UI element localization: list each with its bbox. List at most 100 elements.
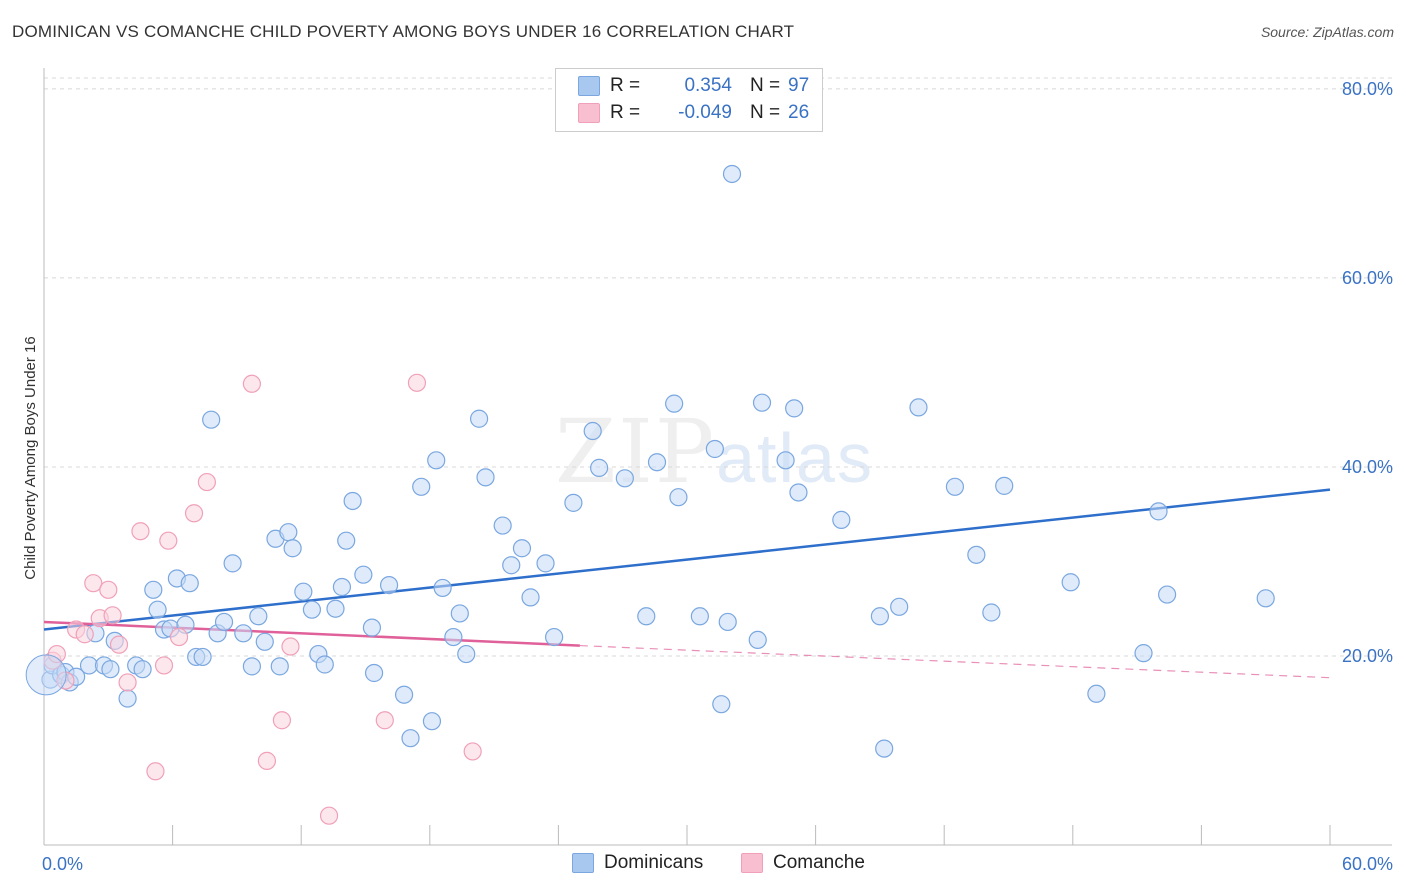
y-axis-label: Child Poverty Among Boys Under 16 xyxy=(22,336,39,579)
tick-labels: 20.0% 40.0% 60.0% 80.0% 0.0% 60.0% xyxy=(42,79,1393,874)
dominicans-point xyxy=(690,607,709,626)
comanche-point xyxy=(159,531,178,550)
dominicans-point xyxy=(1149,502,1168,521)
dominicans-point xyxy=(427,451,446,470)
y-tick-label: 20.0% xyxy=(1342,646,1393,666)
comanche-point xyxy=(242,374,262,393)
legend-swatch-comanche xyxy=(578,103,600,123)
dominicans-point xyxy=(890,597,909,616)
comanche-point xyxy=(146,762,165,781)
dominicans-point xyxy=(332,577,352,597)
dominicans-point xyxy=(752,393,772,412)
comanche-point xyxy=(154,656,174,675)
watermark: ZIPatlas xyxy=(555,400,874,503)
x-tick-label: 0.0% xyxy=(42,854,83,874)
dominicans-point xyxy=(748,630,767,650)
dominicans-point xyxy=(148,600,167,619)
dominicans-point xyxy=(180,574,199,593)
dominicans-point xyxy=(665,394,684,413)
dominicans-point xyxy=(590,458,609,477)
dominicans-point xyxy=(223,554,242,573)
comanche-point xyxy=(75,625,94,644)
dominicans-point xyxy=(945,477,965,496)
comanche-point xyxy=(103,606,122,625)
dominicans-point xyxy=(354,565,373,584)
dominicans-point xyxy=(144,580,163,599)
legend: R = 0.354 N = 97 R = -0.049 N = 26 xyxy=(555,68,823,132)
comanche-trend-line xyxy=(43,620,580,647)
dominicans-point xyxy=(364,663,384,683)
series-legend-dominicans: Dominicans xyxy=(572,852,703,874)
dominicans-point xyxy=(101,660,120,679)
dominicans-point xyxy=(394,685,414,704)
dominicans-point xyxy=(564,493,583,512)
dominicans-point xyxy=(255,632,274,651)
dominicans-point xyxy=(270,657,289,676)
dominicans-point xyxy=(875,739,894,758)
comanche-point xyxy=(109,635,129,654)
dominicans-point xyxy=(1158,585,1177,604)
series-swatch-dominicans xyxy=(572,853,594,873)
dominicans-point xyxy=(583,421,602,441)
comanche-point xyxy=(281,637,300,656)
dominicans-point xyxy=(379,575,399,595)
series-name: Comanche xyxy=(773,852,865,873)
comanche-point xyxy=(197,472,216,492)
series-legend: Dominicans Comanche xyxy=(0,852,1406,878)
dominicans-point xyxy=(337,531,356,550)
dominicans-point xyxy=(785,399,804,418)
watermark-zip: ZIP xyxy=(555,400,717,503)
dominicans-trend-line xyxy=(43,488,1331,631)
dominicans-point xyxy=(493,516,512,535)
dominicans-point xyxy=(343,491,362,511)
chart-source: Source: ZipAtlas.com xyxy=(1260,24,1394,40)
legend-n-label: N = xyxy=(750,75,781,96)
dominicans-point xyxy=(615,469,634,488)
grid-lines xyxy=(44,77,1392,657)
legend-row-comanche: R = -0.049 N = 26 xyxy=(578,101,809,125)
dominicans-point xyxy=(433,578,452,598)
dominicans-point xyxy=(789,483,808,502)
dominicans-point xyxy=(1087,684,1106,703)
dominicans-point xyxy=(214,612,234,632)
y-tick-label: 60.0% xyxy=(1342,268,1393,288)
axes xyxy=(43,68,1392,846)
dominicans-point xyxy=(234,624,253,643)
legend-r-value: 0.354 xyxy=(684,75,732,96)
legend-r-label: R = xyxy=(610,102,641,123)
dominicans-point xyxy=(422,712,442,731)
dominicans-point xyxy=(521,588,540,607)
dominicans-point xyxy=(1256,589,1275,608)
dominicans-point xyxy=(476,468,495,487)
dominicans-point xyxy=(982,603,1001,622)
comanche-point xyxy=(272,711,292,730)
legend-r-label: R = xyxy=(610,75,641,96)
legend-r-value: -0.049 xyxy=(678,102,732,123)
dominicans-point xyxy=(302,600,322,619)
trend-lines xyxy=(43,488,1331,679)
dominicans-point xyxy=(669,488,688,507)
comanche-point xyxy=(407,373,427,392)
comanche-point xyxy=(99,580,118,599)
dominicans-point xyxy=(512,539,532,558)
dominicans-point xyxy=(1061,573,1080,592)
dominicans-point xyxy=(401,729,420,748)
dominicans-point xyxy=(536,554,555,573)
dominicans-point xyxy=(242,657,262,676)
dominicans-point xyxy=(202,410,221,429)
dominicans-point xyxy=(832,510,851,529)
dominicans-point xyxy=(647,453,667,472)
dominicans-point xyxy=(469,409,489,428)
y-tick-label: 80.0% xyxy=(1342,79,1393,99)
dominicans-point xyxy=(712,695,731,714)
dominicans-point xyxy=(326,599,345,618)
legend-n-value: 26 xyxy=(788,102,810,123)
legend-n-label: N = xyxy=(750,102,781,123)
legend-n-value: 97 xyxy=(788,75,810,96)
y-tick-label: 40.0% xyxy=(1342,457,1393,477)
dominicans-point xyxy=(722,164,742,184)
dominicans-point xyxy=(705,439,724,459)
x-tick-label: 60.0% xyxy=(1342,854,1393,874)
comanche-point xyxy=(319,806,339,825)
